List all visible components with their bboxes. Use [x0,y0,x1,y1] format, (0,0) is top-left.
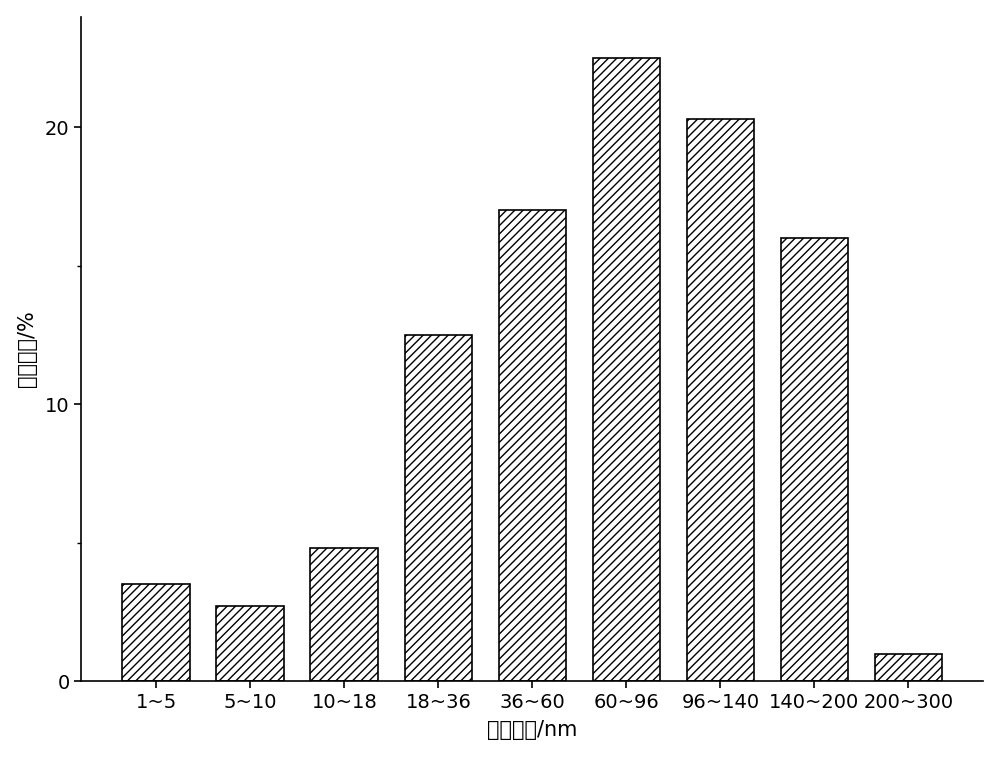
Bar [687,119,754,681]
Bar [216,606,284,681]
Bar [405,335,472,681]
Y-axis label: 体积分数/%: 体积分数/% [17,310,37,388]
X-axis label: 尺寸大小/nm: 尺寸大小/nm [487,721,578,740]
Bar [781,238,848,681]
Bar [593,58,660,681]
Bar [310,548,378,681]
Bar [499,210,566,681]
Bar [122,584,190,681]
Bar [875,653,942,681]
